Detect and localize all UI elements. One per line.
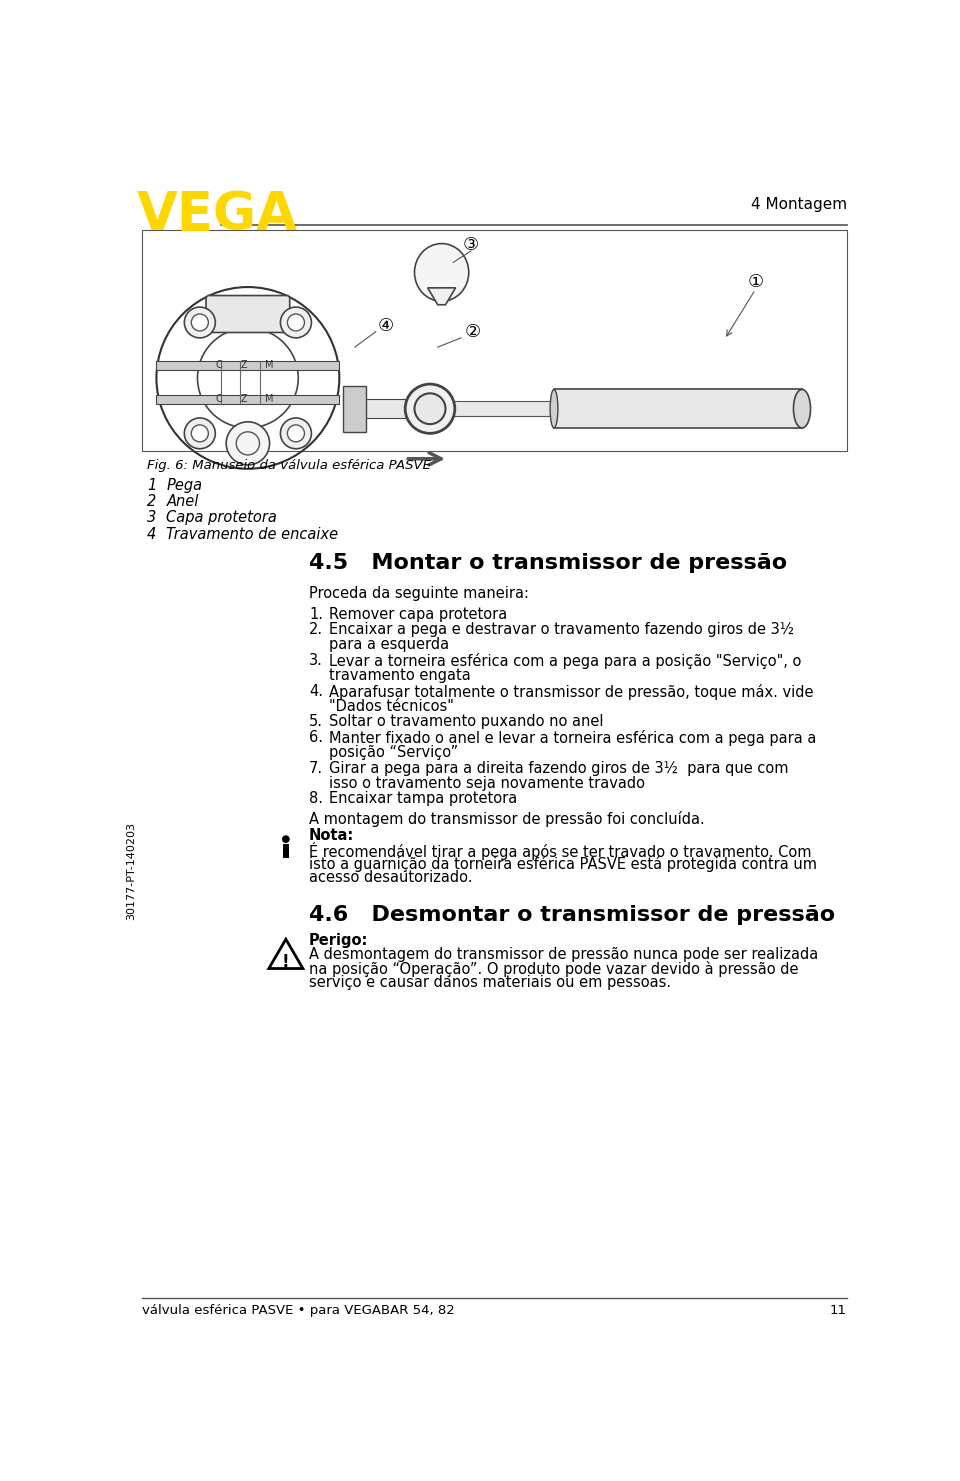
Circle shape: [287, 314, 304, 330]
Text: Soltar o travamento puxando no anel: Soltar o travamento puxando no anel: [329, 714, 604, 730]
Circle shape: [287, 425, 304, 441]
FancyBboxPatch shape: [206, 296, 290, 333]
Text: Nota:: Nota:: [309, 828, 354, 843]
Text: Proceda da seguinte maneira:: Proceda da seguinte maneira:: [309, 586, 529, 601]
Text: 8.: 8.: [309, 791, 324, 807]
Circle shape: [191, 425, 208, 441]
Text: Encaixar tampa protetora: Encaixar tampa protetora: [329, 791, 517, 807]
Circle shape: [184, 307, 215, 338]
Text: 4: 4: [147, 527, 156, 542]
Text: 11: 11: [830, 1305, 847, 1317]
Text: Pega: Pega: [166, 478, 203, 493]
Text: 1.: 1.: [309, 607, 324, 622]
Ellipse shape: [550, 390, 558, 428]
Text: C: C: [215, 394, 222, 404]
Circle shape: [184, 418, 215, 449]
Text: M: M: [265, 360, 274, 370]
Text: 3.: 3.: [309, 653, 323, 668]
Text: serviço e causar danos materiais ou em pessoas.: serviço e causar danos materiais ou em p…: [309, 974, 671, 989]
Bar: [344, 385, 367, 432]
Text: válvula esférica PASVE • para VEGABAR 54, 82: válvula esférica PASVE • para VEGABAR 54…: [142, 1305, 454, 1317]
Text: Z: Z: [241, 394, 248, 404]
Text: É recomendável tirar a pega após se ter travado o travamento. Com: É recomendável tirar a pega após se ter …: [309, 843, 811, 860]
Text: ②: ②: [465, 323, 481, 341]
Ellipse shape: [794, 390, 810, 428]
Text: ③: ③: [463, 237, 479, 255]
Text: Levar a torneira esférica com a pega para a posição "Serviço", o: Levar a torneira esférica com a pega par…: [329, 653, 802, 669]
Text: 4.5   Montar o transmissor de pressão: 4.5 Montar o transmissor de pressão: [309, 552, 787, 573]
Text: posição “Serviço”: posição “Serviço”: [329, 745, 459, 760]
Text: 5.: 5.: [309, 714, 324, 730]
Text: 4.6   Desmontar o transmissor de pressão: 4.6 Desmontar o transmissor de pressão: [309, 905, 835, 926]
Text: "Dados técnicos": "Dados técnicos": [329, 699, 454, 714]
Text: 4.: 4.: [309, 684, 324, 699]
Bar: [142, 230, 847, 452]
Text: 4 Montagem: 4 Montagem: [751, 197, 847, 212]
Text: para a esquerda: para a esquerda: [329, 637, 449, 653]
Text: Manter fixado o anel e levar a torneira esférica com a pega para a: Manter fixado o anel e levar a torneira …: [329, 730, 817, 746]
Text: ①: ①: [748, 273, 763, 290]
Circle shape: [280, 307, 311, 338]
Bar: [283, 844, 289, 857]
Text: C: C: [215, 360, 222, 370]
Text: Travamento de encaixe: Travamento de encaixe: [166, 527, 339, 542]
Circle shape: [415, 394, 445, 424]
Text: isto a guarnição da torneira esférica PASVE está protegida contra um: isto a guarnição da torneira esférica PA…: [309, 856, 817, 872]
Circle shape: [280, 418, 311, 449]
Text: Anel: Anel: [166, 495, 199, 509]
Text: 3: 3: [147, 511, 156, 526]
Text: A desmontagem do transmissor de pressão nunca pode ser realizada: A desmontagem do transmissor de pressão …: [309, 946, 818, 963]
Polygon shape: [427, 287, 456, 305]
Text: Z: Z: [241, 360, 248, 370]
Bar: [156, 395, 339, 404]
Text: Perigo:: Perigo:: [309, 933, 369, 948]
Text: !: !: [282, 954, 290, 972]
Text: VEGA: VEGA: [137, 190, 298, 241]
Circle shape: [227, 422, 270, 465]
Text: 1: 1: [147, 478, 156, 493]
Bar: [405, 401, 794, 416]
Text: 6.: 6.: [309, 730, 324, 745]
Circle shape: [282, 835, 290, 843]
Text: travamento engata: travamento engata: [329, 668, 471, 683]
Text: M: M: [265, 394, 274, 404]
Circle shape: [405, 384, 455, 434]
Text: Aparafusar totalmente o transmissor de pressão, toque máx. vide: Aparafusar totalmente o transmissor de p…: [329, 684, 814, 699]
Text: 2: 2: [147, 495, 156, 509]
Text: isso o travamento seja novamente travado: isso o travamento seja novamente travado: [329, 776, 645, 791]
Text: ④: ④: [378, 317, 394, 335]
Text: Capa protetora: Capa protetora: [166, 511, 277, 526]
Text: Encaixar a pega e destravar o travamento fazendo giros de 3½: Encaixar a pega e destravar o travamento…: [329, 622, 794, 637]
Text: Remover capa protetora: Remover capa protetora: [329, 607, 508, 622]
Bar: [367, 400, 415, 418]
Bar: [554, 390, 802, 428]
Text: 30177-PT-140203: 30177-PT-140203: [126, 822, 136, 920]
Text: A montagem do transmissor de pressão foi concluída.: A montagem do transmissor de pressão foi…: [309, 812, 705, 828]
Text: 2.: 2.: [309, 622, 324, 637]
Ellipse shape: [415, 243, 468, 301]
Text: acesso desautorizado.: acesso desautorizado.: [309, 869, 472, 886]
Circle shape: [191, 314, 208, 330]
Text: 7.: 7.: [309, 761, 324, 776]
Text: na posição “Operação”. O produto pode vazar devido à pressão de: na posição “Operação”. O produto pode va…: [309, 961, 799, 977]
Text: Girar a pega para a direita fazendo giros de 3½  para que com: Girar a pega para a direita fazendo giro…: [329, 761, 789, 776]
Text: Fig. 6: Manuseio da válvula esférica PASVE: Fig. 6: Manuseio da válvula esférica PAS…: [147, 459, 431, 472]
Bar: [156, 361, 339, 370]
